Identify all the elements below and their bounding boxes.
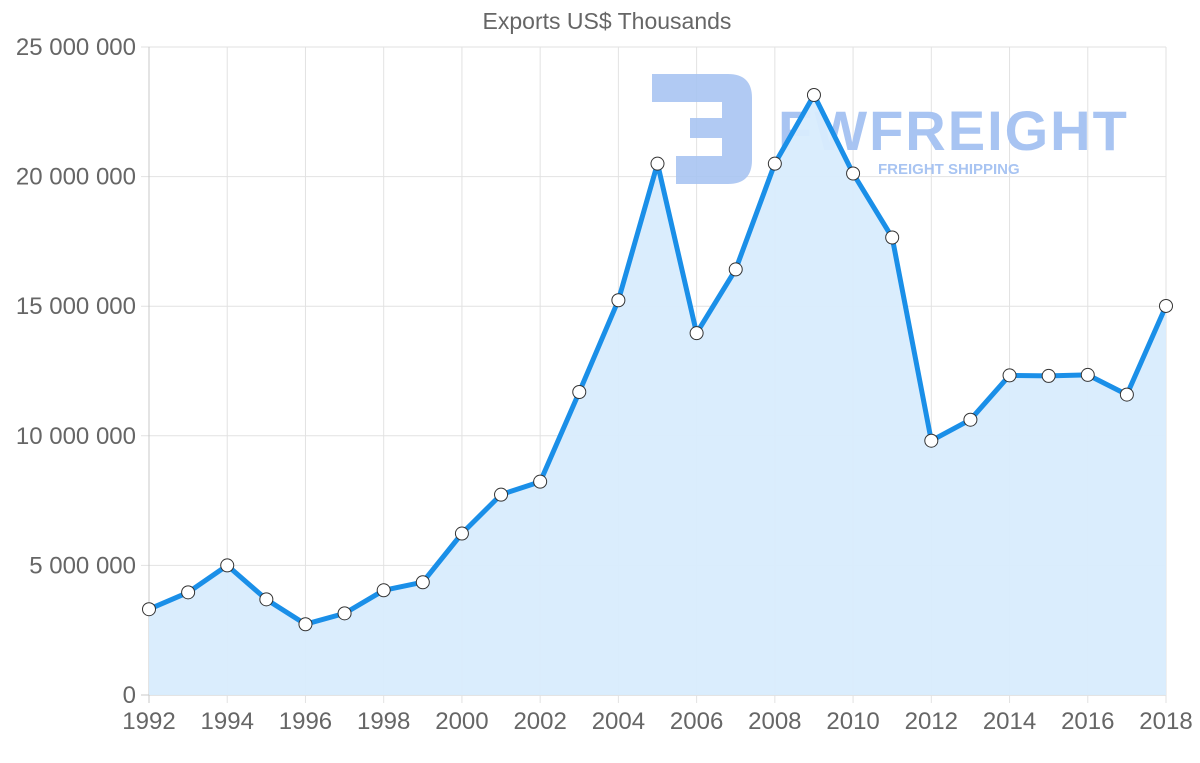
data-point (376, 583, 391, 598)
data-point (454, 526, 469, 541)
data-point (885, 230, 900, 245)
data-point (572, 384, 587, 399)
y-tick-label: 25 000 000 (16, 34, 136, 61)
data-point (846, 166, 861, 181)
data-point (963, 412, 978, 427)
chart-title: Exports US$ Thousands (482, 8, 732, 34)
data-points (142, 87, 1173, 632)
watermark-tagline: FREIGHT SHIPPING (878, 161, 1020, 178)
x-tick-label: 2002 (513, 708, 566, 735)
x-tick-label: 2006 (670, 708, 723, 735)
data-point (181, 585, 196, 600)
data-point (1159, 298, 1173, 313)
y-tick-label: 20 000 000 (16, 164, 136, 191)
data-point (728, 262, 743, 277)
y-tick-label: 10 000 000 (16, 423, 136, 450)
x-tick-label: 2018 (1139, 708, 1192, 735)
data-point (259, 592, 274, 607)
x-tick-label: 2000 (435, 708, 488, 735)
data-point (337, 606, 352, 621)
y-tick-label: 15 000 000 (16, 293, 136, 320)
y-tick-label: 0 (123, 682, 136, 709)
x-tick-label: 1998 (357, 708, 410, 735)
data-point (767, 156, 782, 171)
x-tick-label: 2016 (1061, 708, 1114, 735)
x-tick-label: 1996 (279, 708, 332, 735)
x-tick-label: 2008 (748, 708, 801, 735)
x-tick-label: 2014 (983, 708, 1036, 735)
x-tick-label: 1994 (201, 708, 254, 735)
x-tick-label: 2012 (905, 708, 958, 735)
data-point (1002, 368, 1017, 383)
data-point (1119, 387, 1134, 402)
x-tick-label: 2010 (826, 708, 879, 735)
data-point (142, 602, 156, 617)
x-tick-label: 1992 (122, 708, 175, 735)
data-point (689, 326, 704, 341)
logo-mark-icon (652, 74, 752, 184)
data-point (533, 474, 548, 489)
x-tick-label: 2004 (592, 708, 645, 735)
data-point (415, 575, 430, 590)
data-point (650, 156, 665, 171)
y-tick-label: 5 000 000 (29, 552, 136, 579)
data-point (611, 293, 626, 308)
data-point (1080, 367, 1095, 382)
data-point (220, 558, 235, 573)
data-point (298, 617, 313, 632)
data-point (924, 433, 939, 448)
data-point (494, 487, 509, 502)
area-fill (149, 95, 1166, 695)
area-fill-path (149, 95, 1166, 695)
x-axis: 1992 1994 1996 1998 2000 2002 2004 2006 2008 2010… (122, 708, 1192, 735)
data-point (1041, 368, 1056, 383)
y-axis: 0 5 000 000 10 000 000 15 000 000 20 000 000… (16, 34, 136, 709)
data-point (806, 87, 821, 102)
